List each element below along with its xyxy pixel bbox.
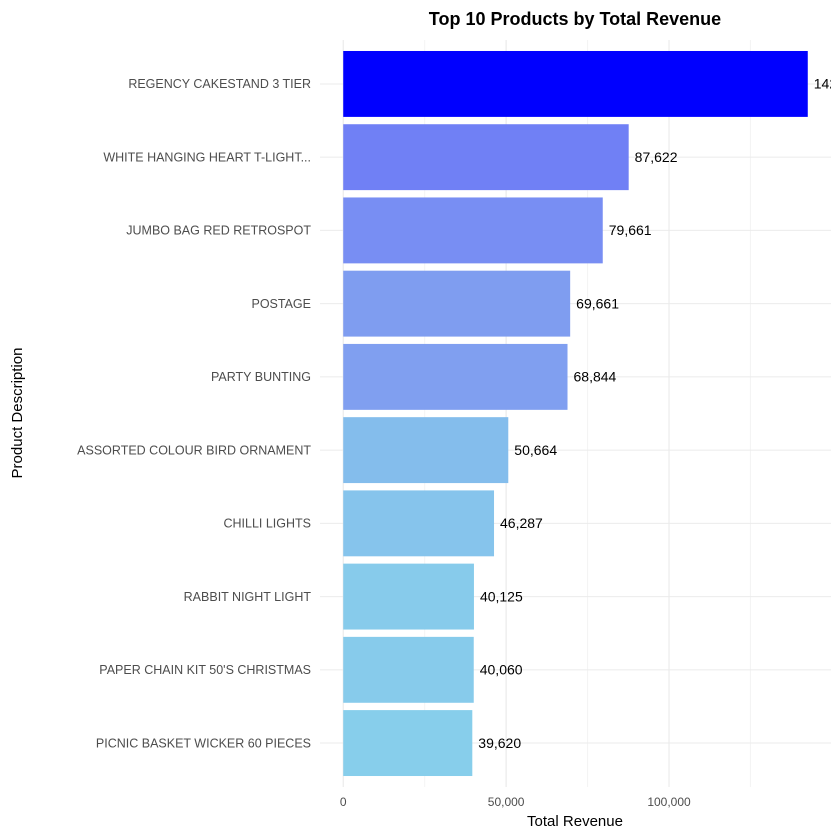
y-tick-label: POSTAGE [251,297,311,311]
bar [343,50,808,117]
bar [343,417,509,484]
value-label: 87,622 [635,149,678,165]
x-axis-title: Total Revenue [527,813,623,830]
value-label: 68,844 [574,369,617,385]
bar [343,710,473,777]
bar [343,124,629,191]
value-label: 40,060 [480,662,523,678]
bar [343,197,603,264]
x-tick-label: 100,000 [647,795,691,809]
value-label: 46,287 [500,515,543,531]
y-tick-label: WHITE HANGING HEART T-LIGHT... [103,150,311,164]
value-label: 40,125 [480,588,523,604]
value-label: 142,593 [814,76,840,92]
y-tick-label: PICNIC BASKET WICKER 60 PIECES [96,736,311,750]
bar [343,490,495,557]
y-tick-label: PAPER CHAIN KIT 50'S CHRISTMAS [99,663,311,677]
marks: 142,593 87,622 79,661 69,661 68,844 50,664 46,… [343,50,840,777]
bar [343,563,474,630]
value-label: 50,664 [514,442,557,458]
y-tick-label: PARTY BUNTING [211,370,311,384]
y-tick-label: RABBIT NIGHT LIGHT [184,590,312,604]
x-tick-label: 0 [340,795,347,809]
chart-title: Top 10 Products by Total Revenue [429,9,721,29]
y-tick-label: JUMBO BAG RED RETROSPOT [126,224,311,238]
value-label: 69,661 [576,295,619,311]
value-label: 79,661 [609,222,652,238]
y-tick-label: CHILLI LIGHTS [223,517,311,531]
y-tick-label: REGENCY CAKESTAND 3 TIER [128,77,311,91]
bar [343,636,474,703]
x-tick-label: 50,000 [488,795,525,809]
bar [343,270,571,337]
y-tick-label: ASSORTED COLOUR BIRD ORNAMENT [77,443,311,457]
value-label: 39,620 [478,735,521,751]
y-axis-title: Product Description [9,348,26,479]
bar [343,343,568,410]
